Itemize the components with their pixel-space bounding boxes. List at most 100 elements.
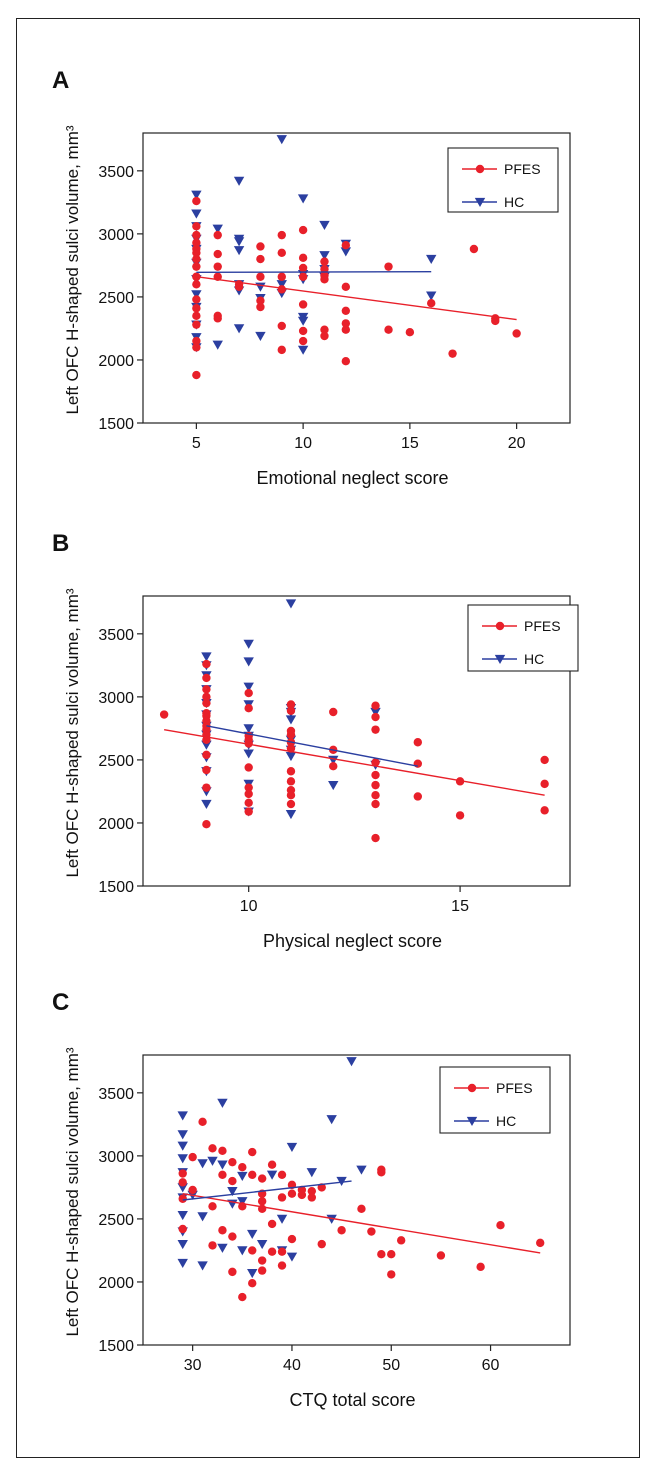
- x-tick-label: 5: [192, 435, 201, 452]
- data-point-circle: [257, 1256, 267, 1265]
- data-point-circle: [192, 254, 201, 264]
- fit-line-pfes: [182, 1193, 541, 1254]
- data-point-circle: [238, 1292, 247, 1302]
- series-hc: [191, 135, 437, 355]
- data-point-circle: [178, 1169, 187, 1178]
- data-point-triangle: [237, 1246, 248, 1256]
- data-point-circle: [377, 1250, 386, 1259]
- x-tick-label: 60: [482, 1357, 500, 1374]
- data-point-triangle: [276, 135, 287, 145]
- plot-area: [142, 1054, 571, 1346]
- data-point-circle: [367, 1227, 376, 1236]
- data-point-circle: [256, 254, 265, 264]
- data-point-circle: [202, 659, 211, 669]
- legend-marker-pfes: [475, 164, 485, 174]
- y-axis-label: Left OFC H-shaped sulci volume, mm³: [63, 1047, 82, 1336]
- data-point-triangle: [285, 599, 297, 609]
- data-point-circle: [286, 706, 296, 715]
- panel-c: C 1500 2000 2500 3000 3500 30 40 50 60 CTQ total s…: [52, 989, 571, 1410]
- data-point-triangle: [217, 1243, 228, 1253]
- data-point-circle: [320, 264, 329, 274]
- data-point-circle: [384, 262, 393, 271]
- data-point-circle: [320, 271, 329, 280]
- data-point-triangle: [346, 1057, 357, 1067]
- data-point-circle: [267, 1247, 277, 1256]
- data-point-circle: [202, 673, 211, 683]
- data-point-circle: [208, 1202, 217, 1211]
- x-tick-label: 15: [451, 898, 469, 915]
- data-point-triangle: [426, 254, 437, 265]
- data-point-circle: [192, 336, 201, 346]
- data-point-circle: [384, 325, 393, 334]
- data-point-circle: [320, 331, 329, 341]
- data-point-circle: [277, 230, 286, 240]
- data-point-triangle: [340, 247, 352, 257]
- data-point-circle: [287, 1234, 297, 1244]
- data-point-circle: [413, 738, 423, 747]
- legend-box: [439, 1066, 551, 1134]
- data-point-circle: [298, 263, 308, 273]
- y-tick-label: 3500: [98, 627, 134, 644]
- data-point-triangle: [217, 1160, 228, 1170]
- data-point-circle: [512, 329, 521, 338]
- data-point-circle: [244, 688, 253, 698]
- data-point-circle: [277, 321, 286, 331]
- data-point-circle: [228, 1157, 237, 1167]
- data-point-circle: [320, 257, 329, 266]
- data-point-circle: [540, 755, 549, 765]
- data-point-circle: [267, 1160, 277, 1169]
- legend: PFES HC: [447, 147, 559, 213]
- data-point-circle: [192, 320, 201, 329]
- figure-frame: [16, 18, 640, 1458]
- data-point-circle: [307, 1193, 317, 1202]
- data-point-circle: [159, 710, 169, 719]
- data-point-triangle: [247, 1268, 258, 1279]
- fit-line-hc: [182, 1180, 352, 1201]
- data-point-circle: [202, 783, 211, 792]
- data-point-triangle: [201, 799, 212, 809]
- data-point-circle: [298, 272, 308, 281]
- data-point-circle: [341, 306, 351, 315]
- data-point-triangle: [212, 340, 223, 350]
- data-point-circle: [178, 1178, 187, 1187]
- legend: PFES HC: [467, 604, 579, 672]
- fit-line-hc: [206, 725, 418, 767]
- data-point-circle: [244, 807, 253, 816]
- data-point-circle: [256, 242, 265, 251]
- data-point-triangle: [285, 751, 297, 762]
- y-axis-label: Left OFC H-shaped sulci volume, mm³: [63, 588, 82, 877]
- data-point-circle: [491, 314, 500, 323]
- plot-area: [142, 595, 571, 887]
- data-point-triangle: [237, 1171, 248, 1181]
- panel-b: B 1500 2000 2500 3000 3500 10 15 Physical neglec…: [52, 530, 579, 951]
- x-tick-label: 10: [294, 435, 312, 452]
- panel-a: A 1500 2000 2500 3000 3500 5 10 15 20 Emotional ne…: [52, 67, 571, 488]
- data-point-circle: [192, 196, 201, 206]
- data-point-circle: [238, 1163, 247, 1172]
- data-point-circle: [218, 1146, 227, 1156]
- y-tick-label: 3000: [98, 690, 134, 707]
- y-tick-label: 2500: [98, 290, 134, 307]
- data-point-circle: [248, 1170, 257, 1179]
- data-point-triangle: [243, 657, 254, 667]
- data-point-circle: [192, 295, 201, 304]
- data-point-circle: [341, 282, 351, 292]
- x-tick-label: 15: [401, 435, 419, 452]
- data-point-circle: [192, 222, 201, 231]
- data-point-circle: [257, 1174, 267, 1183]
- data-point-circle: [208, 1144, 217, 1153]
- y-tick-label: 1500: [98, 1338, 134, 1355]
- data-point-circle: [202, 685, 211, 694]
- data-point-triangle: [356, 1165, 367, 1175]
- legend-box: [467, 604, 579, 672]
- y-tick-label: 2500: [98, 753, 134, 770]
- y-tick-label: 3000: [98, 227, 134, 244]
- data-point-circle: [341, 357, 351, 366]
- y-tick-label: 2000: [98, 816, 134, 833]
- data-point-triangle: [328, 780, 339, 791]
- x-tick-label: 10: [240, 898, 258, 915]
- data-point-triangle: [233, 234, 245, 244]
- data-point-triangle: [197, 1159, 208, 1169]
- panel-label-a: A: [52, 67, 69, 94]
- data-point-circle: [192, 304, 201, 313]
